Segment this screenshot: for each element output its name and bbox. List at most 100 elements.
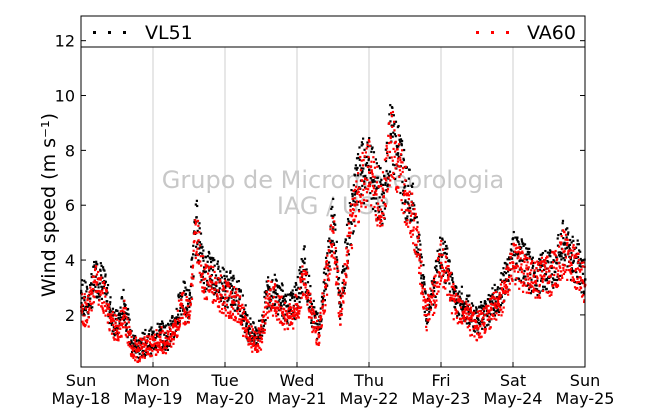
data-point xyxy=(360,167,363,170)
data-point xyxy=(500,314,503,317)
data-point xyxy=(355,180,358,183)
data-point xyxy=(579,287,583,290)
data-point xyxy=(273,309,276,312)
data-point xyxy=(560,255,563,258)
data-point xyxy=(119,306,122,309)
data-point xyxy=(531,256,534,259)
data-point xyxy=(229,271,232,274)
data-point xyxy=(438,248,441,251)
data-point xyxy=(544,273,548,276)
data-point xyxy=(133,339,137,342)
data-point xyxy=(274,284,277,287)
data-point xyxy=(395,153,398,156)
data-point xyxy=(116,330,119,333)
data-point xyxy=(418,239,421,242)
data-point xyxy=(416,221,419,224)
data-point xyxy=(473,324,476,328)
data-point xyxy=(514,265,517,268)
data-point xyxy=(143,338,146,341)
data-point xyxy=(213,264,216,267)
data-point xyxy=(420,277,423,280)
data-point xyxy=(259,332,262,335)
data-point xyxy=(520,238,523,241)
data-point xyxy=(371,172,374,176)
data-point xyxy=(404,189,407,193)
data-point xyxy=(440,265,444,268)
data-point xyxy=(554,254,558,257)
data-point xyxy=(177,294,180,297)
data-point xyxy=(179,317,182,320)
data-point xyxy=(171,315,174,318)
data-point xyxy=(285,322,288,325)
data-point xyxy=(165,324,168,327)
data-point xyxy=(360,144,363,147)
data-point xyxy=(504,286,508,289)
data-point xyxy=(162,351,166,354)
data-point xyxy=(359,155,362,159)
data-point xyxy=(94,275,97,278)
data-point xyxy=(519,257,522,260)
data-point xyxy=(491,287,494,290)
data-point xyxy=(529,271,532,275)
data-point xyxy=(396,146,399,149)
data-point xyxy=(398,165,401,168)
data-point xyxy=(333,213,336,217)
data-point xyxy=(219,270,222,273)
data-point xyxy=(410,201,413,204)
data-point xyxy=(556,258,559,261)
data-point xyxy=(362,175,365,178)
data-point xyxy=(83,299,86,302)
data-point xyxy=(184,292,187,296)
data-point xyxy=(114,324,118,328)
data-point xyxy=(412,229,415,232)
data-point xyxy=(432,303,435,306)
data-point xyxy=(393,142,396,145)
data-point xyxy=(241,323,244,326)
data-point xyxy=(220,307,224,311)
data-point xyxy=(504,272,508,275)
data-point xyxy=(522,242,525,245)
data-point xyxy=(575,271,578,274)
data-point xyxy=(561,263,564,266)
data-point xyxy=(364,177,367,180)
data-point xyxy=(108,329,111,332)
data-point xyxy=(450,285,453,288)
data-point xyxy=(333,267,336,270)
data-point xyxy=(212,292,215,295)
data-point xyxy=(441,270,444,273)
data-point xyxy=(538,296,542,299)
data-point xyxy=(139,355,142,358)
data-point xyxy=(111,321,114,324)
data-point xyxy=(293,285,296,288)
data-point xyxy=(311,326,314,329)
data-point xyxy=(280,282,284,285)
data-point xyxy=(215,284,218,288)
data-point xyxy=(418,253,421,256)
data-point xyxy=(517,270,520,274)
data-point xyxy=(350,189,353,192)
data-point xyxy=(312,320,316,324)
data-point xyxy=(407,202,410,205)
data-point xyxy=(512,265,515,268)
data-point xyxy=(570,241,573,244)
data-point xyxy=(459,302,462,306)
data-point xyxy=(289,315,292,318)
data-point xyxy=(88,291,91,294)
data-point xyxy=(318,320,321,323)
data-point xyxy=(556,284,560,287)
data-point xyxy=(128,333,131,336)
data-point xyxy=(354,215,358,218)
data-point xyxy=(204,265,208,268)
data-point xyxy=(255,329,258,332)
data-point xyxy=(486,318,489,321)
data-point xyxy=(188,300,192,303)
data-point xyxy=(575,255,578,258)
data-point xyxy=(176,334,179,337)
data-point xyxy=(539,258,542,262)
data-point xyxy=(196,240,200,243)
data-point xyxy=(341,287,344,290)
data-point xyxy=(570,251,573,255)
data-point xyxy=(302,248,305,251)
data-point xyxy=(521,259,524,263)
data-point xyxy=(565,243,569,247)
